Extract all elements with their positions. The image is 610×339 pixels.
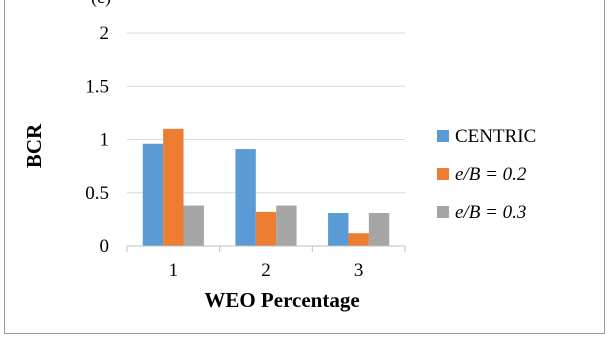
bar: [255, 211, 277, 246]
legend-label: e/B = 0.3: [455, 202, 526, 223]
legend-swatch: [437, 206, 449, 218]
legend-swatch: [437, 130, 449, 142]
legend: CENTRIC e/B = 0.2 e/B = 0.3: [437, 126, 536, 223]
x-tick-label: 2: [261, 260, 271, 281]
panel-label: (c): [91, 0, 111, 8]
axes: 0 0.5 1 1.5 2 1 2 3: [85, 23, 406, 281]
legend-label: CENTRIC: [455, 126, 536, 147]
bar: [183, 205, 204, 246]
bar: [348, 233, 369, 246]
legend-swatch: [437, 168, 449, 180]
x-tick-label: 1: [169, 260, 179, 281]
bar: [142, 143, 164, 246]
bar: [368, 212, 390, 246]
x-axis-title: WEO Percentage: [204, 288, 359, 312]
bar: [328, 212, 349, 246]
y-tick-label: 1.5: [85, 76, 109, 97]
y-axis-title: BCR: [22, 123, 46, 168]
bar: [276, 205, 297, 246]
legend-label: e/B = 0.2: [455, 164, 527, 185]
bars: [142, 128, 390, 246]
y-tick-label: 0.5: [85, 183, 109, 204]
bar-chart: 0 0.5 1 1.5 2 1 2 3 BCR WEO Percentage CENTRIC e…: [22, 23, 536, 312]
y-tick-label: 0: [100, 236, 110, 257]
y-tick-label: 2: [100, 23, 110, 44]
bar: [235, 149, 256, 246]
y-tick-label: 1: [100, 130, 110, 151]
x-tick-label: 3: [354, 260, 364, 281]
bar: [163, 128, 184, 246]
chart-frame: (c) 0 0.5 1 1.5 2 1 2 3 BCR WEO Percentage CENT…: [4, 0, 605, 334]
